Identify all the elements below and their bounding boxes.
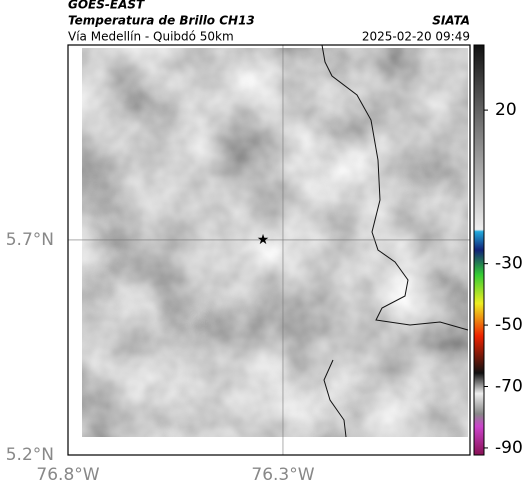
colorbar-label: -30 (495, 254, 523, 274)
colorbar-label: 20 (495, 100, 517, 120)
subtitle: Temperatura de Brillo CH13 (68, 14, 255, 28)
region: Vía Medellín - Quibdó 50km (68, 30, 234, 44)
x-tick-label: 76.8°W (36, 465, 99, 485)
satellite-image (82, 48, 468, 437)
map-frame (67, 44, 471, 456)
title: GOES-EAST (68, 0, 145, 12)
colorbar (473, 44, 485, 456)
colorbar-label: -70 (495, 377, 523, 397)
y-tick-label: 5.7°N (6, 230, 54, 250)
y-tick-label: 5.2°N (6, 445, 54, 465)
datetime: 2025-02-20 09:49 (362, 30, 470, 44)
source: SIATA (432, 14, 470, 28)
x-tick-label: 76.3°W (251, 465, 314, 485)
colorbar-label: -90 (495, 438, 523, 458)
borders (321, 44, 469, 438)
colorbar-label: -50 (495, 315, 523, 335)
location-marker: ★ (257, 232, 270, 248)
